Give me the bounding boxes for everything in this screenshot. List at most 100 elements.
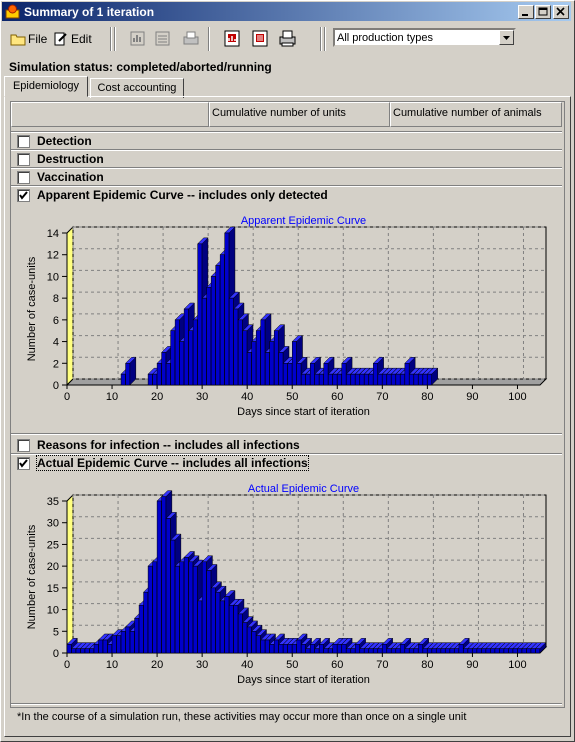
bar-front	[219, 600, 225, 654]
destruction-checkbox[interactable]	[17, 153, 30, 166]
column-header-units[interactable]: Cumulative number of units	[209, 102, 390, 127]
bar-front	[409, 373, 414, 386]
production-type-value: All production types	[337, 32, 433, 44]
edit-icon	[54, 32, 67, 46]
bar-front	[454, 648, 459, 654]
dropdown-button[interactable]	[499, 30, 514, 45]
x-tick-label: 20	[151, 659, 163, 671]
bar-front	[147, 373, 153, 386]
bar-front	[156, 363, 162, 386]
bar-front	[161, 496, 167, 654]
actual-curve-label: Actual Epidemic Curve -- includes all in…	[36, 455, 309, 471]
bar-front	[427, 648, 432, 654]
bar-front	[359, 648, 365, 654]
tab-cost-accounting[interactable]: Cost accounting	[90, 78, 184, 98]
bar-front	[224, 232, 230, 386]
x-tick-label: 10	[106, 659, 118, 671]
x-tick-label: 50	[286, 659, 298, 671]
y-tick-label: 12	[47, 250, 59, 262]
bar-front	[535, 648, 541, 654]
print-icon[interactable]	[278, 29, 297, 48]
maximize-button[interactable]	[535, 5, 551, 19]
folder-icon	[10, 34, 26, 46]
copy-data-icon[interactable]	[154, 30, 172, 48]
bar-front	[143, 591, 149, 654]
close-button[interactable]	[553, 5, 569, 19]
bar-front	[233, 604, 239, 654]
bar-front	[174, 565, 180, 654]
bar-front	[413, 373, 419, 386]
bar-front	[273, 330, 279, 386]
bar-front	[228, 604, 234, 654]
x-tick-label: 60	[331, 391, 343, 403]
title-bar[interactable]: Summary of 1 iteration	[2, 2, 571, 21]
toolbar-separator	[320, 27, 322, 51]
bar-front	[458, 644, 464, 654]
bar-front	[341, 363, 347, 386]
chart-title: Actual Epidemic Curve	[248, 483, 359, 495]
bar-front	[215, 265, 221, 386]
export-data-icon[interactable]	[251, 29, 270, 48]
bar-front	[530, 648, 536, 654]
bar-front	[156, 500, 162, 654]
bar-front	[278, 352, 284, 386]
bar-front	[237, 613, 243, 654]
bar-front	[337, 373, 342, 386]
production-type-select[interactable]: All production types	[333, 28, 516, 47]
bar-front	[170, 330, 176, 386]
bar-front	[476, 648, 482, 654]
bar-front	[332, 644, 338, 654]
bar-front	[418, 373, 423, 386]
bar-front	[391, 648, 396, 654]
bar-front	[310, 644, 315, 654]
x-tick-label: 20	[151, 391, 163, 403]
bar-front	[328, 648, 333, 654]
print-disabled-icon[interactable]	[182, 30, 200, 48]
bar-front	[278, 644, 284, 654]
copy-chart-icon[interactable]	[129, 30, 147, 48]
minimize-icon	[522, 14, 528, 16]
column-header-empty	[11, 102, 209, 127]
bar-front	[400, 373, 405, 386]
vaccination-checkbox[interactable]	[17, 171, 30, 184]
bar-front	[440, 648, 446, 654]
column-header-animals[interactable]: Cumulative number of animals	[390, 102, 562, 127]
minimize-button[interactable]	[518, 5, 534, 19]
bar-front	[377, 648, 383, 654]
bar-front	[260, 639, 266, 654]
bar-front	[521, 648, 527, 654]
detection-checkbox[interactable]	[17, 135, 30, 148]
bar-front	[120, 631, 126, 654]
bar-front	[355, 373, 360, 386]
file-menu-button[interactable]: File	[10, 28, 47, 50]
bar-front	[269, 341, 275, 386]
apparent-curve-checkbox[interactable]	[17, 189, 30, 202]
toolbar: File Edit	[2, 24, 571, 54]
bar-front	[255, 330, 261, 386]
bar-front	[188, 330, 194, 386]
divider	[11, 703, 562, 705]
actual-curve-checkbox[interactable]	[17, 457, 30, 470]
reasons-checkbox[interactable]	[17, 439, 30, 452]
bar-front	[422, 373, 428, 386]
tab-epidemiology[interactable]: Epidemiology	[4, 76, 88, 97]
bar-front	[287, 644, 293, 654]
x-tick-label: 70	[376, 391, 388, 403]
bar-front	[418, 644, 423, 654]
bar-front	[71, 648, 77, 654]
bar-front	[174, 319, 180, 386]
bar-front	[445, 648, 450, 654]
bar-front	[120, 373, 126, 386]
y-tick-label: 20	[47, 561, 59, 573]
bar-front	[206, 570, 212, 654]
edit-menu-button[interactable]: Edit	[53, 28, 92, 50]
checkmark-icon	[19, 459, 28, 468]
export-chart-icon[interactable]	[223, 29, 242, 48]
y-tick-label: 35	[47, 496, 59, 508]
bar-front	[93, 644, 99, 654]
bar	[534, 642, 547, 654]
bar-front	[183, 308, 189, 386]
x-tick-label: 0	[64, 391, 70, 403]
vaccination-label: Vaccination	[37, 170, 104, 184]
bar-front	[296, 639, 302, 654]
